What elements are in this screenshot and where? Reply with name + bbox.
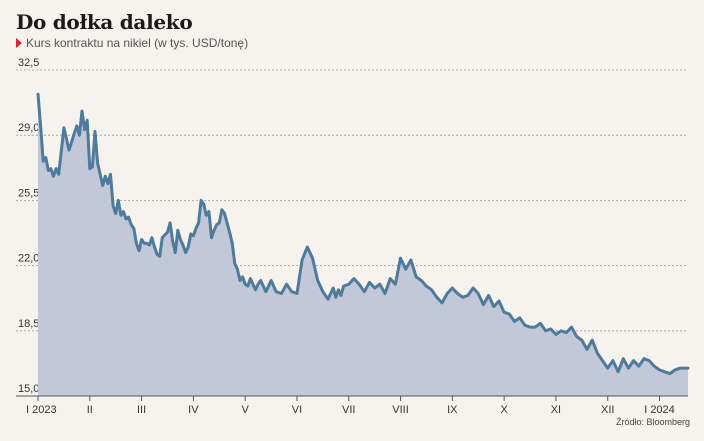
red-triangle-icon — [16, 38, 22, 48]
price-area — [38, 94, 688, 396]
y-tick-label: 25,5 — [18, 187, 39, 199]
y-tick-label: 32,5 — [18, 57, 39, 69]
y-tick-label: 18,5 — [18, 318, 39, 330]
source-note: Źródło: Bloomberg — [615, 417, 690, 427]
x-tick-label: X — [500, 404, 508, 416]
price-line — [36, 92, 690, 376]
x-tick-label: VI — [292, 404, 302, 416]
y-tick-label: 22,0 — [18, 253, 39, 265]
y-tick-label: 15,0 — [18, 383, 39, 395]
subtitle-text: Kurs kontraktu na nikiel (w tys. USD/ton… — [26, 36, 249, 50]
x-tick-label: I 2024 — [644, 404, 675, 416]
x-tick-label: V — [241, 404, 249, 416]
y-tick-label: 29,0 — [18, 122, 39, 134]
x-tick-label: IX — [447, 404, 458, 416]
chart-subtitle: Kurs kontraktu na nikiel (w tys. USD/ton… — [16, 36, 248, 50]
x-tick-label: XII — [601, 404, 614, 416]
chart-title: Do dołka daleko — [16, 10, 193, 34]
x-tick-label: VIII — [392, 404, 409, 416]
x-tick-label: VII — [342, 404, 355, 416]
x-tick-label: II — [87, 404, 93, 416]
x-tick-label: I 2023 — [26, 404, 57, 416]
x-tick-label: XI — [551, 404, 561, 416]
x-tick-label: IV — [188, 404, 199, 416]
x-tick-label: III — [137, 404, 146, 416]
